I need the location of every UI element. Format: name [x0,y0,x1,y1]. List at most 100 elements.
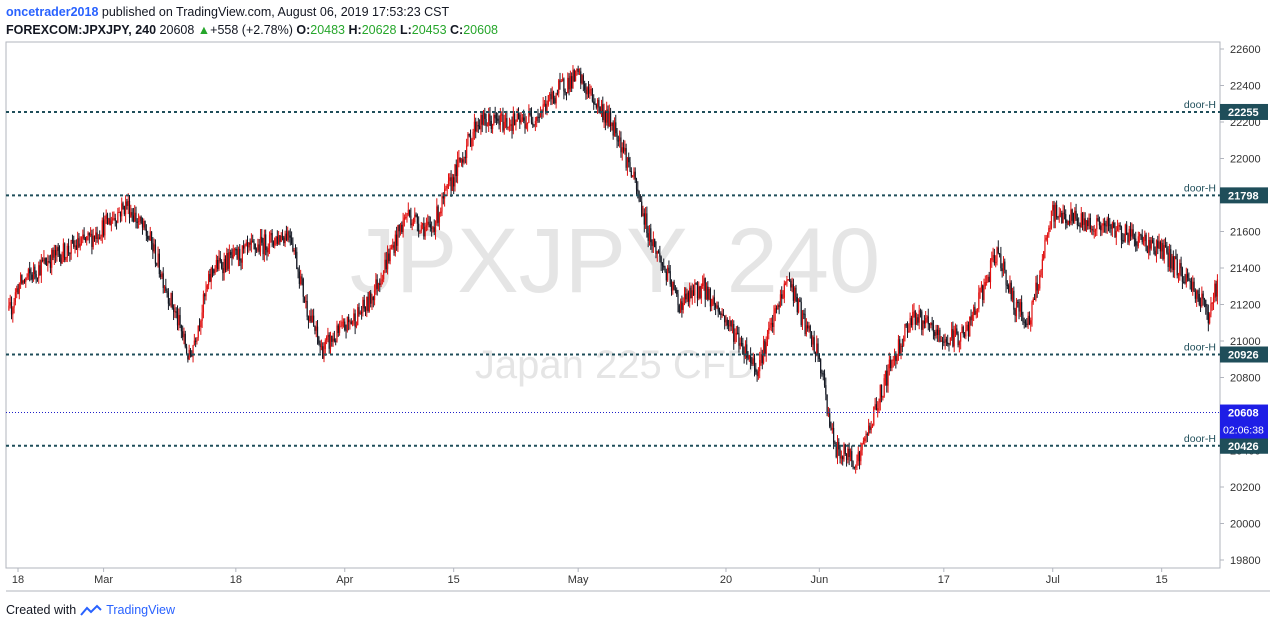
candle-body [196,337,198,342]
candle-body [550,94,552,100]
y-tick-label: 20200 [1230,482,1261,494]
candle-body [842,456,844,460]
candle-body [1114,227,1116,238]
time-axis[interactable]: 18Mar18Apr15May20Jun17Jul15Aug1221 [12,568,1274,586]
candle-body [19,275,22,284]
candle-body [289,235,291,238]
candle-body [385,259,387,270]
candle-body [208,274,210,286]
candle-body [1167,252,1169,267]
candle-body [573,70,575,82]
candle-body [342,321,345,323]
candle-body [633,171,635,177]
candle-body [1071,209,1073,221]
candle-body [969,316,971,337]
candle-body [482,113,485,125]
candle-body [507,127,509,129]
candle-body [906,324,909,333]
candle-body [840,456,842,459]
candle-body [925,317,927,324]
candle-body [695,283,697,285]
candle-body [145,229,147,236]
candle-body [1116,225,1119,231]
candle-body [997,247,999,254]
candle-body [1100,225,1102,231]
candle-body [10,302,13,315]
y-tick-label: 21600 [1230,227,1261,239]
price-axis[interactable]: 1980020000202002040020600208002100021200… [1220,44,1261,567]
candle-body [1068,220,1071,224]
candle-body [585,89,587,95]
ohlc-line: FOREXCOM:JPXJPY, 240 20608 ▲+558 (+2.78%… [6,21,498,39]
candle-body [345,329,347,331]
candle-body [551,91,553,100]
candle-body [1170,249,1172,269]
horizontal-levels[interactable]: door-H22255door-H21798door-H20926door-H2… [6,99,1268,454]
change-value: +558 (+2.78%) [210,23,293,37]
candle-body [1030,320,1032,325]
candle-body [1105,225,1107,227]
candle-body [204,294,206,297]
level-price-tag-text: 21798 [1228,190,1259,202]
candle-body [656,251,658,254]
low-value: 20453 [411,23,447,37]
candle-body [82,234,84,239]
author-link[interactable]: oncetrader2018 [6,5,99,19]
candle-body [1058,214,1060,218]
candle-body [1206,306,1208,312]
candle-body [163,286,166,288]
candle-body [302,278,304,297]
candle-body [632,176,634,178]
candle-body [1024,321,1027,324]
candle-body [599,106,601,114]
candle-body [416,214,418,224]
candle-body [886,370,888,386]
candle-body [679,301,682,313]
candle-body [51,249,53,268]
candle-body [32,266,35,280]
candle-body [626,157,629,168]
candle-body [64,243,66,260]
candle-body [240,260,242,263]
candle-body [326,337,328,341]
candle-body [731,323,734,327]
candle-body [1212,297,1215,303]
candle-body [248,242,250,248]
candle-body [1074,210,1076,221]
candle-body [1057,217,1059,219]
candle-body [1080,213,1082,228]
candle-body [882,396,884,398]
candle-body [510,124,512,126]
candle-body [1179,263,1181,276]
candle-body [947,342,949,345]
candle-body [480,115,482,130]
candle-body [788,279,791,281]
candle-body [316,326,319,337]
candle-body [532,122,534,125]
candle-body [647,233,649,241]
candle-body [700,286,702,298]
level-label: door-H [1184,342,1216,354]
candle-body [568,77,570,90]
candle-body [868,425,870,436]
candle-body [1046,234,1049,238]
candle-body [173,307,175,312]
candle-body [412,222,415,224]
candle-body [578,71,581,73]
candle-body [772,322,774,328]
candle-body [569,76,571,90]
candle-body [214,267,216,274]
candle-body [281,235,284,238]
candle-body [762,340,765,364]
candle-body [433,227,435,232]
candle-body [1000,254,1002,269]
candle-body [1119,225,1121,227]
candle-body [1151,240,1154,243]
candle-body [1107,218,1110,225]
candle-body [86,236,88,241]
candle-body [559,80,561,82]
symbol-label[interactable]: FOREXCOM:JPXJPY, 240 [6,23,157,37]
candle-body [523,117,525,121]
tradingview-link[interactable]: TradingView [106,603,175,617]
